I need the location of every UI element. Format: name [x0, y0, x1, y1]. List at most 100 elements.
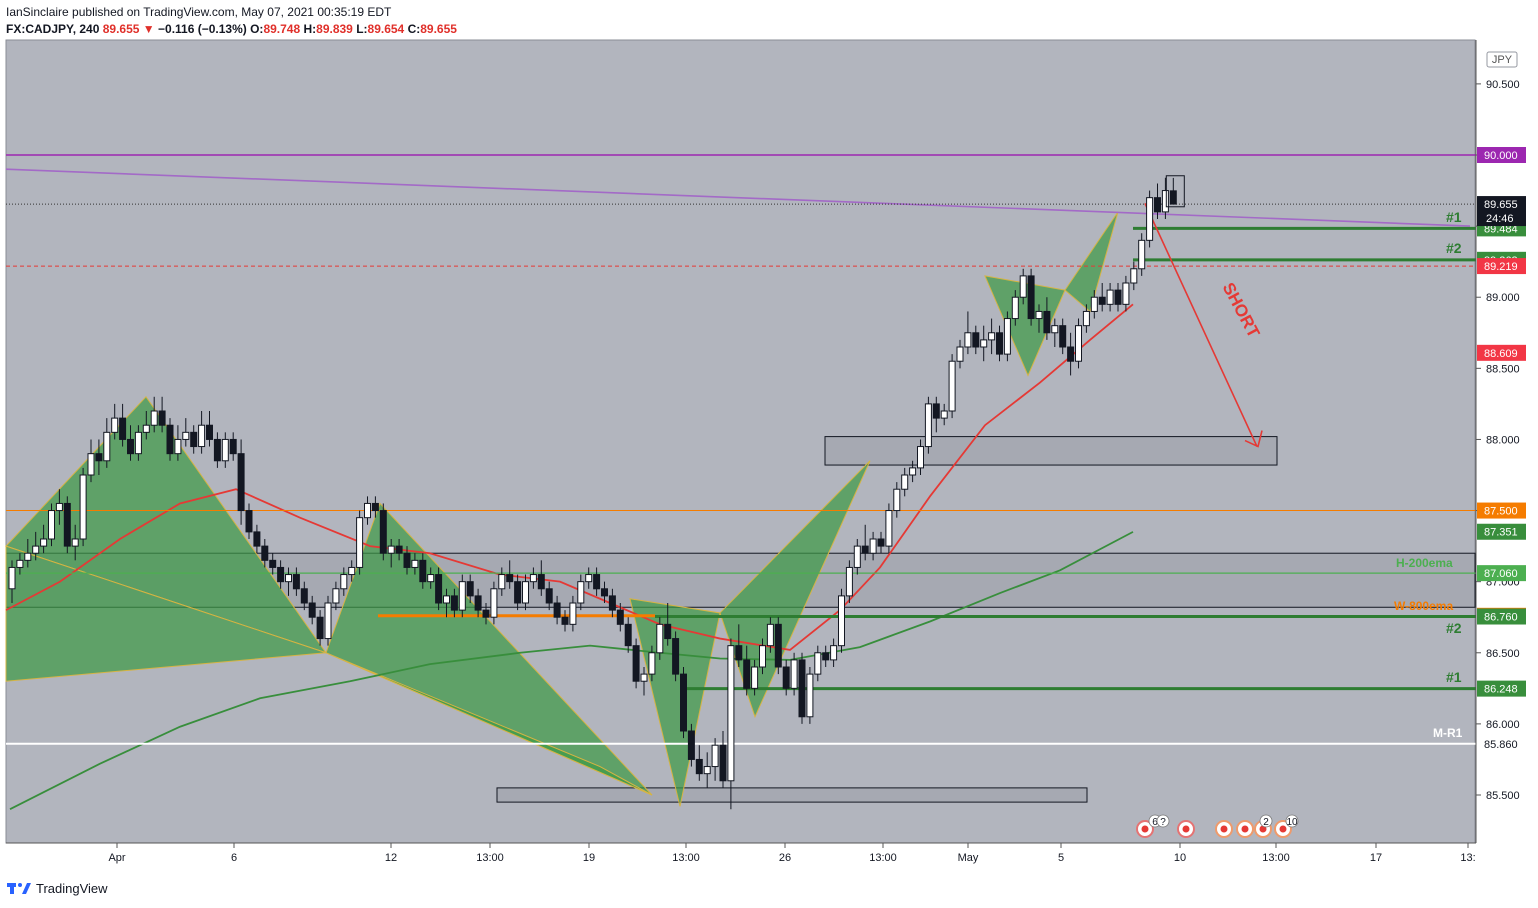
- event-badges[interactable]: 6? 2 10: [1136, 814, 1299, 838]
- price-marker: 87.351: [1484, 527, 1518, 539]
- target-zone: [824, 436, 1278, 466]
- candle-down: [269, 559, 277, 568]
- candle-up: [174, 438, 182, 455]
- candle-down: [972, 332, 980, 348]
- low-zone: [496, 787, 1088, 803]
- candle-down: [877, 538, 885, 547]
- candle-down: [316, 616, 324, 640]
- price-marker-bg: [1477, 608, 1526, 625]
- event-count-label: 2: [1263, 817, 1269, 828]
- price-marker: 87.060: [1484, 568, 1518, 580]
- candle-up: [356, 517, 364, 568]
- pattern-leg-8: [1064, 211, 1119, 313]
- pattern-leg-6: [719, 460, 871, 719]
- candle-up: [1138, 239, 1146, 270]
- descending-trendline: [5, 168, 1471, 227]
- tp1-lower-label: #1: [1446, 669, 1462, 685]
- candle-up: [387, 545, 395, 554]
- candle-down: [1098, 296, 1106, 305]
- candle-down: [245, 510, 253, 533]
- candle-up: [656, 623, 664, 654]
- candle-up: [324, 602, 332, 640]
- candle-down: [95, 453, 103, 462]
- candle-up: [766, 623, 774, 647]
- candle-up: [55, 502, 63, 512]
- price-marker-bg: [1477, 344, 1526, 361]
- close-value: 89.655: [420, 22, 457, 36]
- price-tick-label: 89.000: [1486, 292, 1520, 304]
- price-tick-label: 88.500: [1486, 363, 1520, 375]
- candle-up: [182, 431, 190, 440]
- time-tick-label: 5: [1058, 852, 1064, 864]
- ema800-label: W-800ema: [1394, 599, 1453, 613]
- time-tick-label: Apr: [108, 852, 125, 864]
- tp2-lower-label: #2: [1446, 620, 1462, 636]
- time-tick-label: 19: [583, 852, 595, 864]
- candle-up: [32, 545, 40, 554]
- price-tick-label: 90.500: [1486, 79, 1520, 91]
- price-marker: 89.484: [1484, 223, 1518, 235]
- currency-badge[interactable]: [1486, 51, 1518, 68]
- price-marker: 90.000: [1484, 150, 1518, 162]
- price-marker-bg: [1477, 502, 1526, 519]
- price-marker-bg: [1477, 147, 1526, 163]
- candle-up: [16, 559, 24, 568]
- candle-down: [672, 638, 680, 675]
- price-axis[interactable]: [1476, 40, 1538, 843]
- candle-up: [648, 652, 656, 675]
- event-count-badge: [1285, 814, 1299, 828]
- candle-down: [608, 595, 616, 611]
- candle-down: [379, 510, 387, 554]
- candle-down: [695, 758, 703, 775]
- currency-label: JPY: [1492, 54, 1513, 66]
- candle-up: [814, 652, 822, 675]
- candle-up: [340, 574, 348, 590]
- candle-up: [830, 645, 838, 661]
- time-axis-ticks: Apr 6 12 13:00 19 13:00 26 13:00 May 5 10 13:00 17 13…: [108, 843, 1476, 864]
- tradingview-footer[interactable]: TradingView: [6, 880, 108, 896]
- publisher-name[interactable]: IanSinclaire: [6, 5, 69, 19]
- time-axis[interactable]: [6, 843, 1476, 871]
- close-label: C:: [407, 22, 421, 36]
- candle-down: [482, 609, 490, 618]
- candle-down: [277, 566, 285, 583]
- price-marker: 86.248: [1484, 684, 1518, 696]
- candle-up: [1051, 325, 1059, 334]
- candle-up: [134, 431, 142, 455]
- candle-up: [48, 510, 55, 540]
- event-dot-icon: [1279, 825, 1287, 833]
- candle-up: [948, 360, 956, 412]
- candle-down: [719, 744, 727, 782]
- ema200-label: H-200ema: [1396, 556, 1453, 570]
- price-marker-bg: [1477, 523, 1526, 540]
- price-tick-label: 86.000: [1486, 719, 1520, 731]
- candle-up: [87, 453, 95, 476]
- candle-up: [940, 410, 948, 419]
- candle-down: [822, 652, 830, 661]
- pattern-leg-2: [5, 545, 327, 682]
- last-price-marker: 89.655: [1484, 199, 1518, 211]
- high-value: 89.839: [316, 22, 353, 36]
- price-tick-label: 86.500: [1486, 648, 1520, 660]
- candle-up: [1122, 282, 1130, 305]
- candle-up: [458, 581, 466, 611]
- price-axis-markers: 90.00089.48489.26389.21988.60987.50087.3…: [1477, 147, 1526, 752]
- price-marker: 87.500: [1484, 506, 1518, 518]
- candle-down: [403, 552, 411, 568]
- candle-down: [632, 645, 640, 682]
- candle-down: [253, 531, 261, 547]
- candle-up: [1075, 325, 1082, 362]
- short-arrow-head: [1244, 430, 1263, 448]
- candle-up: [980, 339, 988, 348]
- candle-up: [1035, 310, 1043, 320]
- candle-up: [1161, 190, 1169, 213]
- open-value: 89.748: [263, 22, 301, 36]
- candle-up: [917, 446, 924, 469]
- candle-up: [348, 566, 356, 576]
- candle-down: [798, 659, 806, 718]
- candle-up: [790, 659, 798, 689]
- price-marker-bg: [1477, 680, 1526, 697]
- candle-down: [1027, 275, 1035, 320]
- candle-down: [616, 609, 624, 625]
